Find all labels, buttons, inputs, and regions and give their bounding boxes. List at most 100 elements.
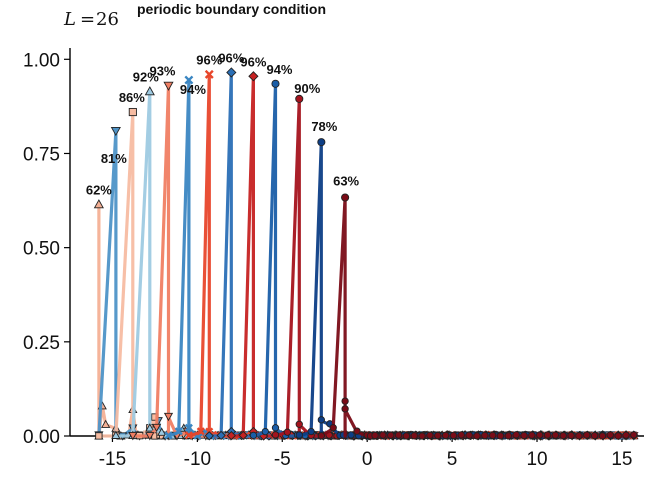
data-point — [465, 431, 473, 439]
data-point — [341, 397, 349, 405]
data-point — [111, 430, 121, 439]
peak-label: 92% — [133, 69, 159, 84]
data-point — [379, 431, 387, 439]
series — [111, 86, 639, 440]
x-tick-label: -10 — [184, 449, 211, 470]
data-point — [622, 431, 630, 439]
data-point — [204, 69, 214, 79]
data-point — [575, 432, 583, 440]
x-tick-label: 10 — [526, 449, 547, 470]
series-line — [252, 82, 634, 438]
data-point — [353, 427, 361, 435]
data-point — [144, 86, 155, 96]
data-point — [606, 431, 614, 439]
data-point — [489, 431, 497, 439]
data-point — [164, 431, 173, 440]
x-tick-label: 5 — [447, 449, 458, 470]
peak-label: 96% — [218, 50, 244, 65]
title-equals: = — [80, 9, 95, 30]
data-point — [583, 431, 591, 439]
data-point — [426, 431, 434, 439]
data-point — [449, 431, 458, 440]
data-point — [248, 71, 259, 82]
data-point — [536, 431, 544, 439]
data-point — [216, 430, 226, 441]
data-point — [295, 431, 303, 439]
data-point — [317, 138, 326, 147]
y-tick-label: 0.50 — [23, 239, 60, 260]
peak-label: 90% — [294, 81, 320, 96]
data-point — [347, 431, 355, 439]
x-tick-label: -15 — [99, 449, 126, 470]
data-point — [457, 431, 465, 439]
data-point — [341, 193, 350, 202]
data-point — [101, 419, 111, 428]
peak-label: 96% — [196, 52, 222, 67]
data-point — [238, 430, 248, 441]
series-line — [231, 74, 634, 438]
series-line — [188, 72, 634, 438]
data-point — [110, 126, 121, 137]
peak-label: 81% — [101, 151, 127, 166]
data-point — [249, 431, 258, 440]
data-point — [174, 427, 183, 436]
data-point — [307, 427, 315, 436]
data-point — [496, 432, 505, 440]
data-point — [598, 432, 607, 440]
series-line — [167, 78, 634, 438]
chart-title: L = 26 periodic boundary condition — [63, 1, 326, 30]
data-point — [128, 107, 137, 117]
data-point — [504, 432, 512, 440]
y-tick-label: 0.25 — [23, 333, 60, 354]
data-point — [520, 431, 528, 440]
peak-label: 86% — [119, 90, 145, 105]
data-point — [441, 431, 450, 439]
data-point — [371, 431, 379, 440]
data-point — [157, 427, 167, 436]
data-point — [128, 432, 138, 441]
series-line — [115, 89, 634, 438]
data-point — [434, 431, 442, 440]
data-point — [614, 432, 622, 440]
y-tick-label: 0.75 — [23, 144, 60, 165]
data-point — [283, 428, 292, 436]
data-point — [295, 94, 304, 103]
data-point — [394, 431, 403, 439]
data-point — [271, 431, 280, 439]
data-point — [528, 431, 536, 439]
data-point — [317, 416, 325, 424]
data-point — [473, 432, 481, 440]
y-tick-label: 0.00 — [23, 427, 60, 448]
peak-label: 78% — [311, 119, 337, 134]
axes: 0.00 0.25 0.50 0.75 1.00 -15 -10 -5 0 5 10 15 — [23, 48, 644, 470]
data-point — [341, 405, 349, 413]
title-value: 26 — [96, 9, 119, 30]
data-point — [387, 431, 395, 439]
data-point — [481, 431, 489, 440]
data-point — [95, 432, 103, 440]
data-point — [402, 432, 411, 440]
data-point — [145, 423, 155, 432]
data-point — [317, 432, 325, 440]
peak-label: 63% — [333, 174, 359, 189]
data-point — [410, 432, 418, 440]
series-line — [320, 195, 634, 438]
peak-label: 96% — [240, 54, 266, 69]
series — [271, 94, 638, 440]
data-point — [163, 81, 174, 91]
x-tick-label: 0 — [362, 449, 373, 470]
data-point — [145, 432, 155, 441]
peak-label: 62% — [86, 182, 112, 197]
chart-subtitle: periodic boundary condition — [137, 1, 326, 17]
series — [94, 126, 639, 441]
data-point — [93, 199, 104, 209]
series — [93, 199, 639, 440]
data-point — [551, 431, 560, 439]
peak-labels: 62%81%86%92%93%94%96%96%96%94%90%78%63% — [86, 50, 360, 197]
peak-label: 93% — [149, 64, 175, 79]
data-point — [329, 424, 337, 432]
peak-label: 94% — [180, 82, 206, 97]
data-point — [418, 432, 426, 440]
data-point — [295, 420, 303, 428]
